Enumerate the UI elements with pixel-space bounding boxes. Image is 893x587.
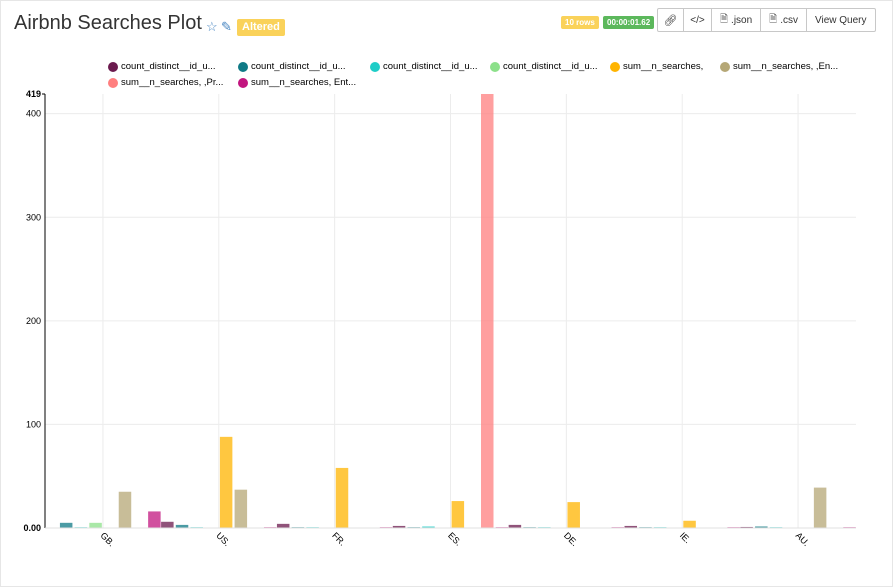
query-time-badge: 00:00:01.62 <box>603 16 655 29</box>
x-tick-label: IE. <box>678 530 693 545</box>
link-icon: 🔗︎ <box>663 14 678 27</box>
edit-icon[interactable]: ✎ <box>221 19 232 34</box>
legend-label: sum__n_searches, <box>623 61 704 72</box>
bar <box>567 502 580 528</box>
legend-item[interactable]: count_distinct__id_u... <box>108 61 216 72</box>
legend-dot <box>108 61 118 72</box>
bar <box>276 523 290 528</box>
x-tick-label: ES. <box>446 530 463 547</box>
legend-dot <box>490 61 500 72</box>
altered-badge: Altered <box>237 19 285 36</box>
legend-label: count_distinct__id_u... <box>503 61 598 72</box>
y-tick-label: 100 <box>26 419 41 429</box>
bar <box>755 526 768 528</box>
legend-dot <box>108 77 118 88</box>
legend-dot <box>610 61 620 72</box>
y-max-label: 419 <box>26 89 41 99</box>
bar <box>148 511 161 528</box>
embed-code-button[interactable]: </> <box>683 8 712 32</box>
bar <box>422 526 435 528</box>
legend-label: count_distinct__id_u... <box>121 61 216 72</box>
csv-export-button[interactable]: 🗎 .csv <box>760 8 807 32</box>
y-tick-label: 200 <box>26 316 41 326</box>
code-icon: </> <box>690 14 705 26</box>
x-tick-label: FR. <box>330 530 347 547</box>
csv-label: .csv <box>780 14 798 26</box>
y-tick-label: 400 <box>26 109 41 119</box>
bar <box>813 487 827 528</box>
legend-dot <box>720 61 730 72</box>
bar <box>118 491 132 528</box>
legend-label: sum__n_searches, Ent... <box>251 77 357 88</box>
bar <box>451 501 465 528</box>
row-count-badge: 10 rows <box>561 16 599 29</box>
legend-item[interactable]: count_distinct__id_u... <box>490 61 598 72</box>
bar <box>335 467 349 528</box>
y-tick-label: 0.00 <box>23 523 41 533</box>
legend-item[interactable]: sum__n_searches, <box>610 61 703 72</box>
json-label: .json <box>731 14 753 26</box>
bar <box>175 524 189 528</box>
bar <box>740 526 753 528</box>
y-tick-label: 300 <box>26 212 41 222</box>
bar <box>481 94 494 528</box>
legend-dot <box>370 61 380 72</box>
legend-label: count_distinct__id_u... <box>383 61 478 72</box>
star-icon[interactable]: ☆ <box>206 19 218 34</box>
view-query-button[interactable]: View Query <box>806 8 876 32</box>
bar <box>89 522 102 528</box>
bar <box>59 522 73 528</box>
x-tick-label: DE. <box>562 530 580 548</box>
bar <box>219 436 233 528</box>
legend-label: sum__n_searches, ,Pr... <box>121 77 224 88</box>
bar <box>624 525 638 528</box>
file-icon: 🗎 <box>720 13 729 25</box>
bar <box>508 524 522 528</box>
bar <box>234 489 248 528</box>
x-tick-label: AU. <box>794 530 812 548</box>
legend-label: count_distinct__id_u... <box>251 61 346 72</box>
legend-item[interactable]: count_distinct__id_u... <box>370 61 478 72</box>
json-export-button[interactable]: 🗎 .json <box>711 8 762 32</box>
legend-item[interactable]: count_distinct__id_u... <box>238 61 346 72</box>
legend-item[interactable]: sum__n_searches, Ent... <box>238 77 356 88</box>
legend-dot <box>238 77 248 88</box>
file-icon: 🗎 <box>769 13 778 25</box>
legend-item[interactable]: sum__n_searches, ,En... <box>720 61 838 72</box>
chart-toolbar: 🔗︎ </> 🗎 .json 🗎 .csv View Query <box>657 8 876 32</box>
bar <box>683 520 696 528</box>
legend-dot <box>238 61 248 72</box>
page-title: Airbnb Searches Plot <box>14 12 202 34</box>
x-tick-label: US. <box>214 530 232 548</box>
bar <box>392 525 406 528</box>
legend-label: sum__n_searches, ,En... <box>733 61 839 72</box>
legend-item[interactable]: sum__n_searches, ,Pr... <box>108 77 223 88</box>
bar <box>161 521 174 528</box>
x-tick-label: GB. <box>99 530 117 548</box>
